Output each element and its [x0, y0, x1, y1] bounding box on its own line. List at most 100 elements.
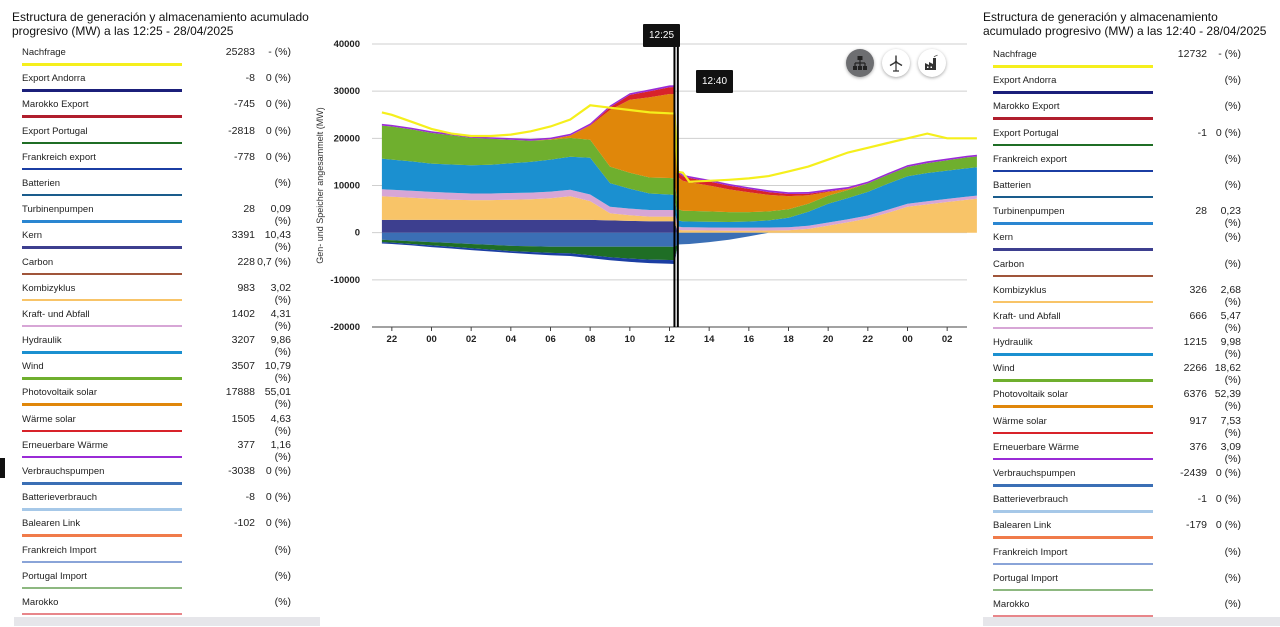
legend-row[interactable]: Verbrauchspumpen -2439 0 (%) — [980, 461, 1280, 487]
legend-row[interactable]: Hydraulik 1215 9,98 (%) — [980, 330, 1280, 360]
series-color-line — [22, 351, 182, 354]
hierarchy-button[interactable] — [846, 49, 874, 77]
series-color-line — [993, 588, 1153, 592]
legend-row[interactable]: Wärme solar 917 7,53 (%) — [980, 409, 1280, 439]
legend-row[interactable]: Kombizyklus 983 3,02 (%) — [0, 276, 322, 306]
x-tick-label: 22 — [863, 334, 874, 345]
legend-row[interactable]: Photovoltaik solar 6376 52,39 (%) — [980, 382, 1280, 412]
legend-row[interactable]: Kraft- und Abfall 666 5,47 (%) — [980, 304, 1280, 334]
series-color-line — [993, 274, 1153, 277]
series-name: Carbon — [22, 256, 54, 268]
legend-row[interactable]: Wind 3507 10,79 (%) — [0, 354, 322, 384]
x-tick-label: 10 — [625, 334, 636, 345]
legend-row[interactable]: Marokko Export (%) — [980, 94, 1280, 120]
legend-row[interactable]: Batterieverbrauch -8 0 (%) — [0, 485, 322, 511]
legend-row[interactable]: Wind 2266 18,62 (%) — [980, 356, 1280, 386]
series-name: Export Andorra — [22, 73, 86, 85]
legend-row[interactable]: Batterien (%) — [0, 171, 322, 197]
series-name: Hydraulik — [22, 335, 62, 347]
series-value: 917 — [1189, 414, 1207, 427]
legend-row[interactable]: Erneuerbare Wärme 377 1,16 (%) — [0, 433, 322, 463]
legend-row[interactable]: Export Portugal -1 0 (%) — [980, 121, 1280, 147]
series-name: Kraft- und Abfall — [22, 308, 90, 320]
area-wind[interactable] — [381, 125, 977, 222]
series-name: Export Andorra — [993, 75, 1057, 87]
series-color-line — [22, 403, 182, 406]
area-w-rme-solar[interactable] — [381, 87, 977, 197]
legend-row[interactable]: Export Andorra (%) — [980, 68, 1280, 94]
legend-row[interactable]: Batterien (%) — [980, 173, 1280, 199]
area-verbrauchspumpen[interactable] — [381, 232, 977, 247]
left-legend-list: Nachfrage 25283 - (%) Export Andorra -8 0 (%)… — [0, 40, 322, 616]
legend-row[interactable]: Nachfrage 12732 - (%) — [980, 42, 1280, 68]
legend-row[interactable]: Balearen Link -179 0 (%) — [980, 513, 1280, 539]
series-percent: (%) — [274, 595, 291, 608]
series-color-line — [993, 379, 1153, 382]
legend-row[interactable]: Batterieverbrauch -1 0 (%) — [980, 487, 1280, 513]
series-name: Batterien — [22, 177, 61, 189]
legend-row[interactable]: Export Portugal -2818 0 (%) — [0, 119, 322, 145]
legend-row[interactable]: Marokko Export -745 0 (%) — [0, 92, 322, 118]
legend-row[interactable]: Marokko (%) — [980, 592, 1280, 618]
series-color-line — [993, 405, 1153, 408]
series-name: Balearen Link — [993, 520, 1052, 532]
legend-row[interactable]: Turbinenpumpen 28 0,09 (%) — [0, 197, 322, 227]
series-percent: 0,7 (%) — [257, 255, 291, 268]
legend-row[interactable]: Portugal Import (%) — [0, 564, 322, 590]
series-name: Photovoltaik solar — [993, 389, 1068, 401]
legend-row[interactable]: Balearen Link -102 0 (%) — [0, 511, 322, 537]
area-kern[interactable] — [381, 219, 977, 233]
legend-row[interactable]: Frankreich Import (%) — [0, 538, 322, 564]
y-tick-label: 0 — [355, 228, 360, 239]
series-value: -3038 — [228, 465, 255, 477]
legend-row[interactable]: Marokko (%) — [0, 590, 322, 616]
series-name: Nachfrage — [22, 47, 66, 58]
wind-turbine-button[interactable] — [882, 49, 910, 77]
series-color-line — [22, 534, 182, 537]
left-scrollbar[interactable] — [14, 617, 320, 626]
legend-row[interactable]: Hydraulik 3207 9,86 (%) — [0, 328, 322, 358]
series-percent: - (%) — [268, 46, 291, 58]
series-name: Balearen Link — [22, 518, 81, 530]
series-percent: 7,53 (%) — [1220, 414, 1241, 439]
legend-row[interactable]: Export Andorra -8 0 (%) — [0, 66, 322, 92]
area-hydraulik[interactable] — [381, 156, 977, 228]
legend-row[interactable]: Frankreich export -778 0 (%) — [0, 145, 322, 171]
legend-row[interactable]: Turbinenpumpen 28 0,23 (%) — [980, 199, 1280, 229]
area-kombizyklus[interactable] — [381, 196, 977, 233]
series-name: Frankreich Import — [22, 544, 97, 556]
series-value: 377 — [237, 438, 255, 451]
series-name: Frankreich Import — [993, 546, 1068, 558]
legend-row[interactable]: Erneuerbare Wärme 376 3,09 (%) — [980, 435, 1280, 465]
factory-button[interactable] — [918, 49, 946, 77]
area-kraft-und-abfall[interactable] — [381, 189, 977, 231]
series-name: Marokko Export — [22, 99, 89, 111]
legend-row[interactable]: Nachfrage 25283 - (%) — [0, 40, 322, 66]
x-tick-label: 02 — [466, 334, 477, 345]
series-color-line — [22, 272, 182, 275]
series-percent: (%) — [274, 569, 291, 582]
legend-row[interactable]: Verbrauchspumpen -3038 0 (%) — [0, 459, 322, 485]
legend-row[interactable]: Kraft- und Abfall 1402 4,31 (%) — [0, 302, 322, 332]
series-percent: 9,98 (%) — [1220, 336, 1241, 361]
x-tick-label: 00 — [902, 334, 913, 345]
legend-row[interactable]: Frankreich export (%) — [980, 147, 1280, 173]
collapse-handle[interactable] — [0, 458, 5, 478]
area-export-portugal[interactable] — [381, 232, 977, 261]
legend-row[interactable]: Carbon (%) — [980, 252, 1280, 278]
legend-row[interactable]: Carbon 228 0,7 (%) — [0, 250, 322, 276]
legend-row[interactable]: Frankreich Import (%) — [980, 540, 1280, 566]
legend-row[interactable]: Kern 3391 10,43 (%) — [0, 223, 322, 253]
series-percent: 4,31 (%) — [270, 307, 291, 332]
series-percent: (%) — [1224, 152, 1241, 165]
series-name: Marokko — [993, 598, 1030, 610]
legend-row[interactable]: Photovoltaik solar 17888 55,01 (%) — [0, 380, 322, 410]
area-photovoltaik-solar[interactable] — [381, 94, 977, 213]
legend-row[interactable]: Portugal Import (%) — [980, 566, 1280, 592]
right-scrollbar[interactable] — [983, 617, 1280, 626]
legend-row[interactable]: Kombizyklus 326 2,68 (%) — [980, 278, 1280, 308]
legend-row[interactable]: Wärme solar 1505 4,63 (%) — [0, 407, 322, 437]
legend-row[interactable]: Kern (%) — [980, 225, 1280, 251]
series-color-line — [993, 248, 1153, 251]
